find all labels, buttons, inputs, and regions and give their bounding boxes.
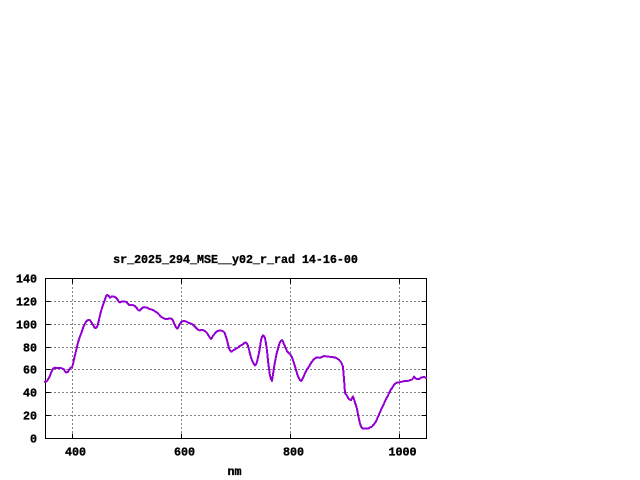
svg-text:1000: 1000 bbox=[389, 446, 417, 460]
svg-text:40: 40 bbox=[23, 387, 37, 401]
svg-text:120: 120 bbox=[16, 296, 37, 310]
svg-text:800: 800 bbox=[283, 446, 304, 460]
svg-text:60: 60 bbox=[23, 364, 37, 378]
svg-text:nm: nm bbox=[228, 465, 242, 479]
svg-text:20: 20 bbox=[23, 410, 37, 424]
svg-text:80: 80 bbox=[23, 342, 37, 356]
svg-text:400: 400 bbox=[65, 446, 86, 460]
svg-text:100: 100 bbox=[16, 319, 37, 333]
svg-text:600: 600 bbox=[174, 446, 195, 460]
svg-text:140: 140 bbox=[16, 273, 37, 287]
svg-text:sr_2025_294_MSE__y02_r_rad 14-: sr_2025_294_MSE__y02_r_rad 14-16-00 bbox=[113, 253, 358, 267]
svg-text:0: 0 bbox=[30, 433, 37, 447]
